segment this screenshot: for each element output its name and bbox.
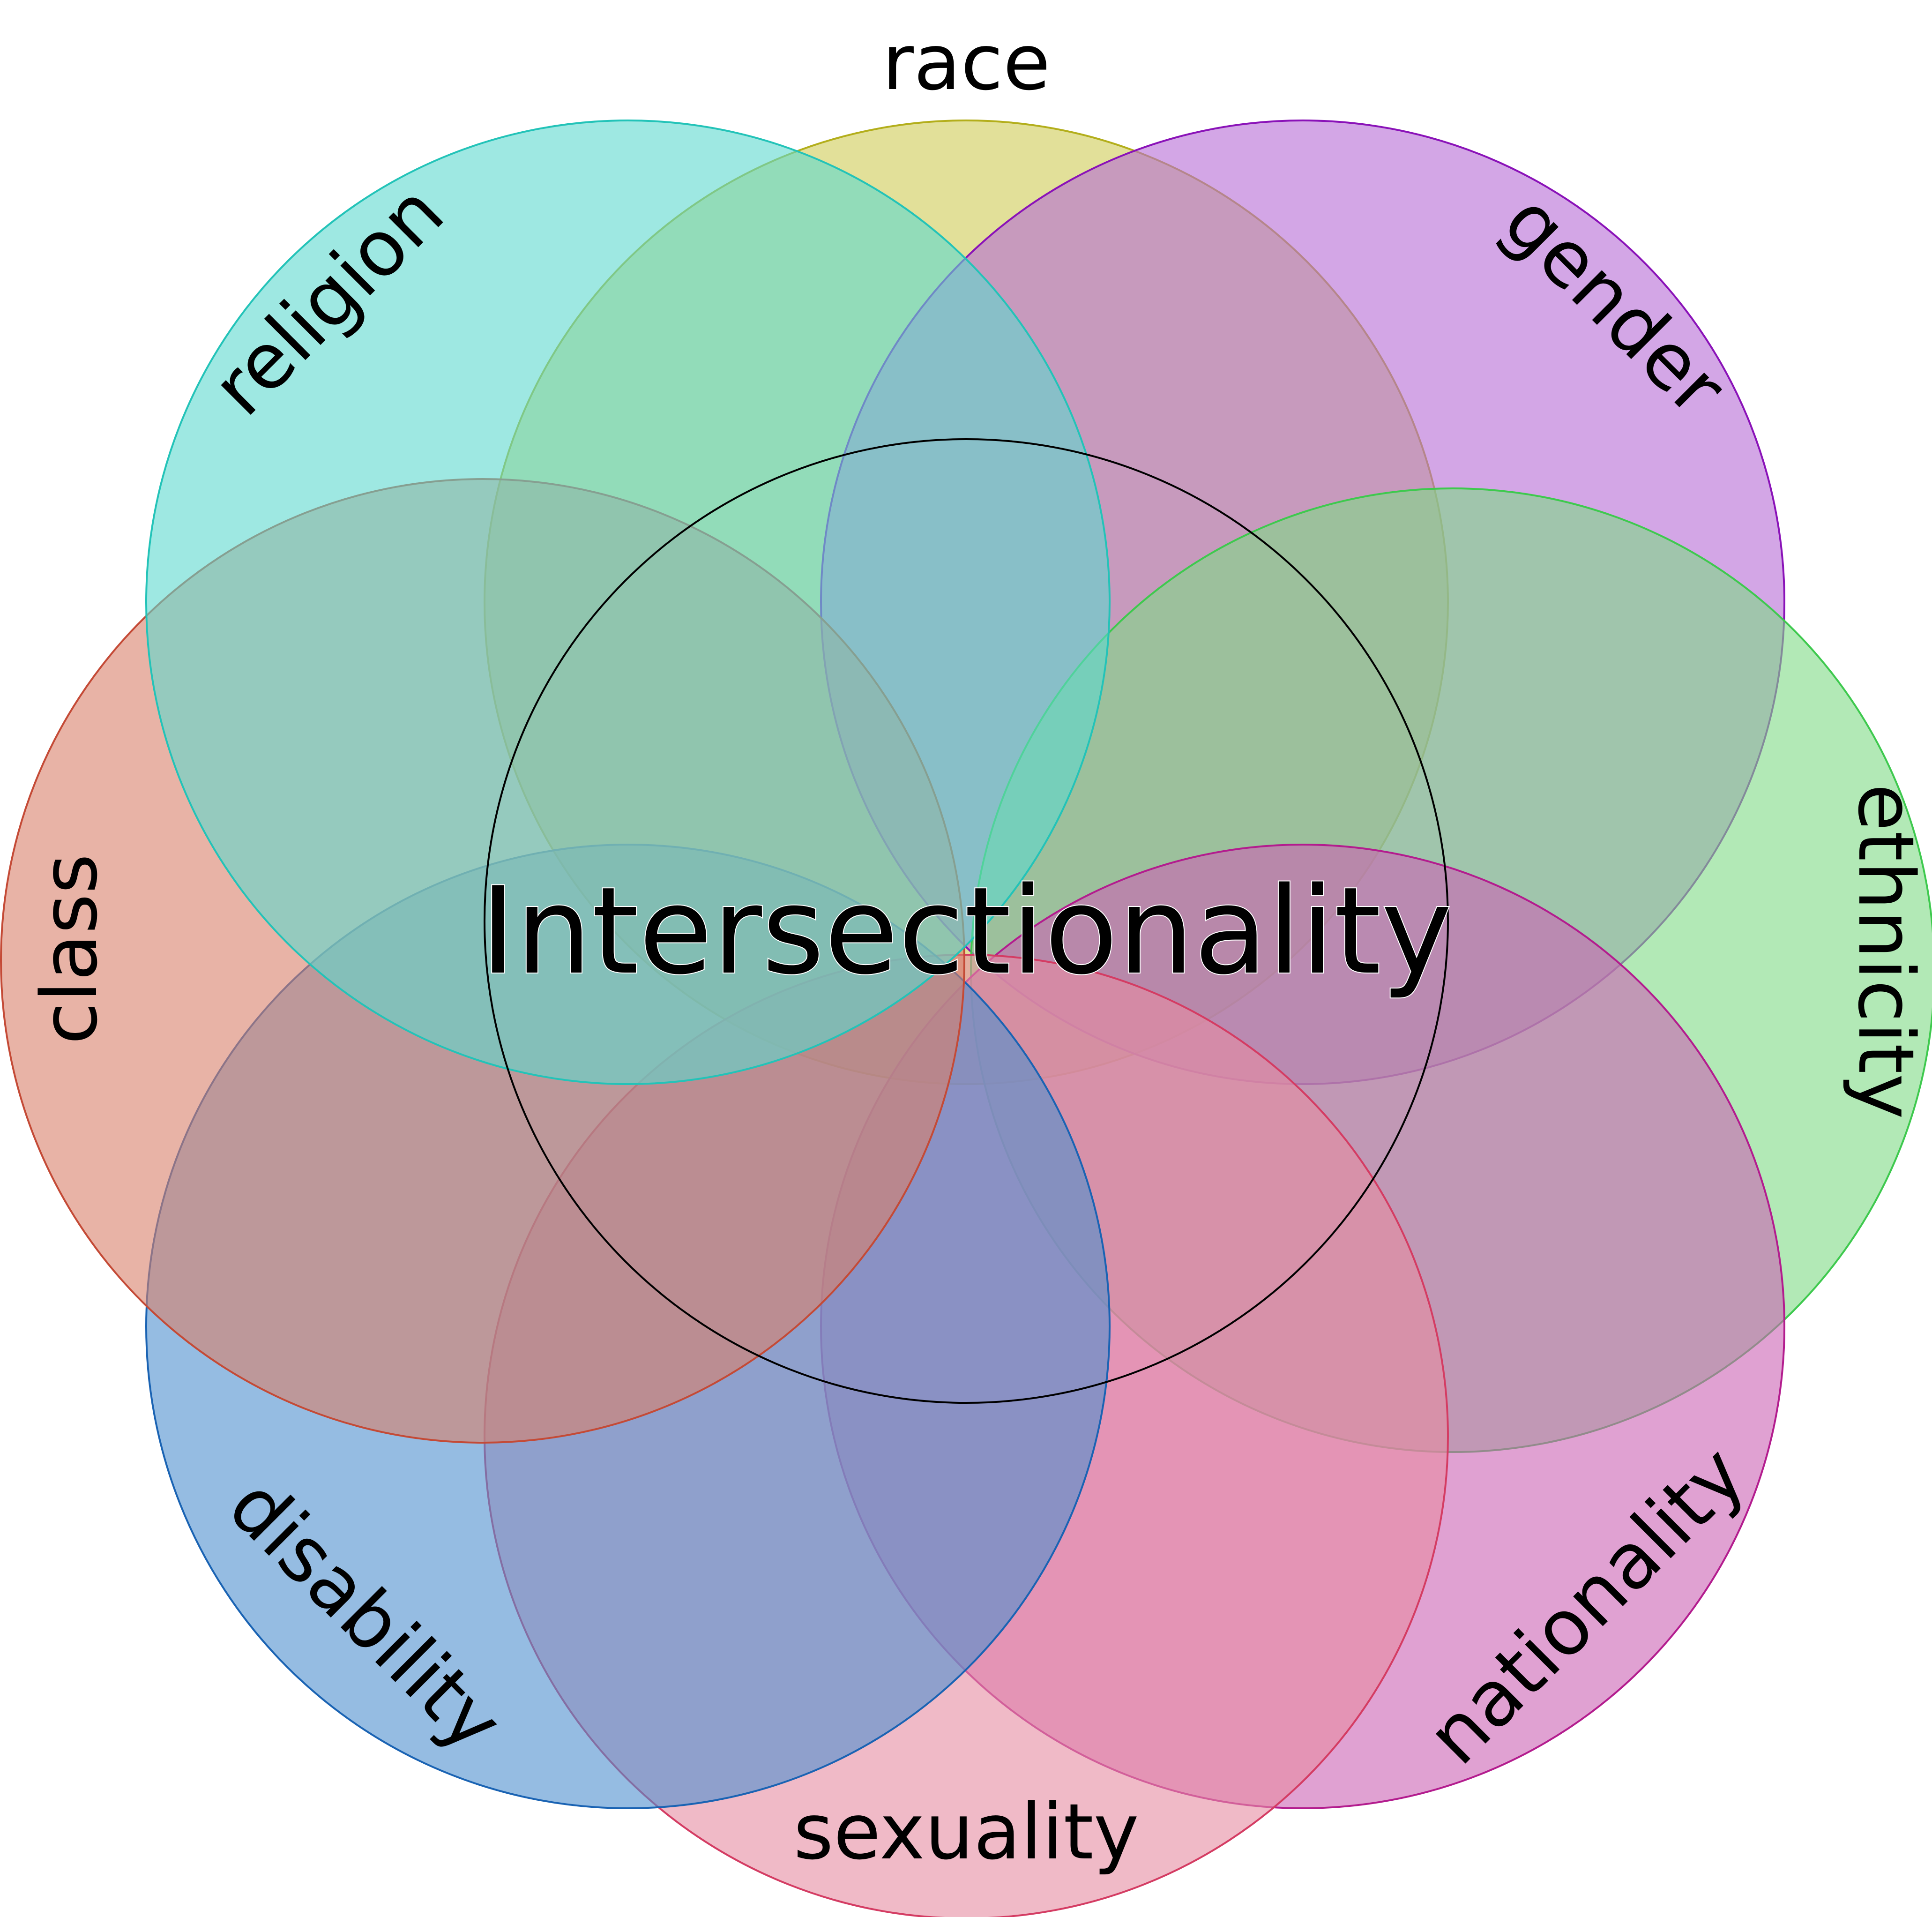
label-race: race xyxy=(882,18,1051,107)
center-label: Intersectionality xyxy=(480,861,1452,1001)
circle-religion xyxy=(145,120,1111,1085)
label-class: class xyxy=(25,854,114,1044)
center-circle xyxy=(484,438,1449,1404)
label-sexuality: sexuality xyxy=(793,1787,1139,1877)
label-ethnicity: ethnicity xyxy=(1841,784,1931,1119)
petal-circles xyxy=(0,120,1932,1917)
